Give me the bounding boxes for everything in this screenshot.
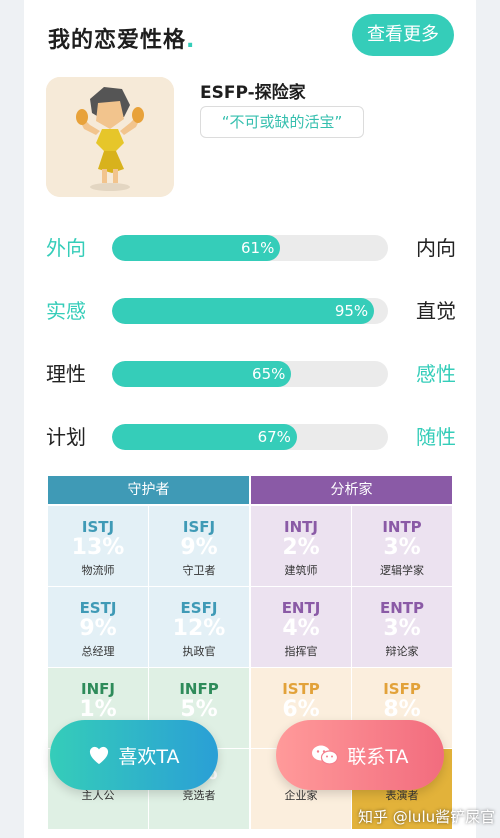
type-code: ESTJ (79, 599, 117, 617)
type-code: ISFJ (182, 518, 216, 536)
trait-left-label: 理性 (46, 362, 86, 386)
watermark: 知乎 @lulu酱铲屎官 (358, 808, 496, 826)
type-cell: ISTJ 13% 物流师 (48, 506, 148, 586)
type-cell: ESFJ 12% 执政官 (149, 587, 249, 667)
explorer-avatar-icon (46, 77, 174, 197)
type-name: 指挥官 (284, 645, 318, 658)
type-percent: 3% (383, 616, 421, 641)
type-name: 辩论家 (385, 645, 419, 658)
type-cell: INTJ 2% 建筑师 (251, 506, 351, 586)
type-percent: 6% (282, 697, 320, 722)
group-header-analyst: 分析家 (251, 476, 452, 504)
personality-type: ESFP-探险家 (200, 83, 306, 103)
avatar (46, 77, 174, 197)
type-percent: 8% (383, 697, 421, 722)
type-name: 执政官 (182, 645, 216, 658)
trait-bar-track: 61% (112, 235, 388, 261)
trait-left-label: 计划 (46, 425, 86, 449)
type-code: ESFJ (180, 599, 218, 617)
type-code: ENTJ (281, 599, 321, 617)
type-percent: 2% (282, 535, 320, 560)
personality-card: 我的恋爱性格. 查看更多 ESFP-探险家 “不可或缺的活宝” 外向 61% 内… (24, 0, 476, 838)
type-cell: ESTJ 9% 总经理 (48, 587, 148, 667)
type-code: ENTP (379, 599, 425, 617)
type-percent: 12% (172, 616, 226, 641)
group-header-guardian: 守护者 (48, 476, 249, 504)
trait-left-label: 实感 (46, 299, 86, 323)
trait-bar-fill: 65% (112, 361, 292, 387)
type-name: 建筑师 (284, 564, 318, 577)
heart-icon (90, 746, 109, 765)
type-percent: 1% (79, 697, 117, 722)
type-cell: ENTP 3% 辩论家 (352, 587, 452, 667)
title-text: 我的恋爱性格 (48, 28, 187, 53)
type-cell: INTP 3% 逻辑学家 (352, 506, 452, 586)
type-percent: 9% (180, 535, 218, 560)
trait-left-label: 外向 (46, 236, 86, 260)
type-code: ISFP (383, 680, 421, 698)
type-name: 物流师 (81, 564, 115, 577)
type-code: ISTJ (81, 518, 115, 536)
trait-right-label: 感性 (416, 362, 456, 386)
trait-right-label: 随性 (416, 425, 456, 449)
trait-percent: 67% (257, 428, 291, 446)
trait-row-sensing: 实感 95% 直觉 (46, 296, 456, 326)
page-title: 我的恋爱性格. (48, 22, 195, 54)
type-code: INTJ (284, 518, 318, 536)
personality-quote: “不可或缺的活宝” (200, 106, 364, 138)
trait-bar-track: 65% (112, 361, 388, 387)
type-percent: 13% (71, 535, 125, 560)
trait-percent: 95% (334, 302, 369, 320)
type-percent: 4% (282, 616, 320, 641)
trait-right-label: 直觉 (416, 299, 456, 323)
trait-row-judging: 计划 67% 随性 (46, 422, 456, 452)
trait-bar-fill: 67% (112, 424, 297, 450)
type-name: 总经理 (81, 645, 115, 658)
type-code: INFP (179, 680, 219, 698)
wechat-icon (312, 745, 339, 765)
type-cell: ISFJ 9% 守卫者 (149, 506, 249, 586)
type-percent: 9% (79, 616, 117, 641)
trait-row-extraversion: 外向 61% 内向 (46, 233, 456, 263)
type-percent: 5% (180, 697, 218, 722)
trait-bar-fill: 95% (112, 298, 375, 324)
type-code: INFJ (81, 680, 115, 698)
type-cell: ENTJ 4% 指挥官 (251, 587, 351, 667)
trait-right-label: 内向 (416, 236, 456, 260)
trait-bar-track: 67% (112, 424, 388, 450)
like-button[interactable]: 喜欢TA (50, 720, 218, 790)
title-dot: . (186, 28, 196, 53)
contact-button[interactable]: 联系TA (276, 720, 444, 790)
type-name: 企业家 (284, 789, 318, 802)
trait-row-thinking: 理性 65% 感性 (46, 359, 456, 389)
type-name: 守卫者 (182, 564, 216, 577)
type-code: ISTP (282, 680, 320, 698)
trait-percent: 61% (241, 239, 275, 257)
type-name: 逻辑学家 (380, 564, 424, 577)
type-name: 主人公 (81, 789, 115, 802)
trait-percent: 65% (252, 365, 286, 383)
type-name: 竞选者 (182, 789, 216, 802)
view-more-button[interactable]: 查看更多 (352, 14, 454, 56)
like-label: 喜欢TA (118, 745, 180, 768)
trait-bar-fill: 61% (112, 235, 281, 261)
type-percent: 3% (383, 535, 421, 560)
type-name: 表演者 (385, 789, 419, 802)
contact-label: 联系TA (347, 745, 409, 768)
trait-bar-track: 95% (112, 298, 388, 324)
type-code: INTP (382, 518, 422, 536)
